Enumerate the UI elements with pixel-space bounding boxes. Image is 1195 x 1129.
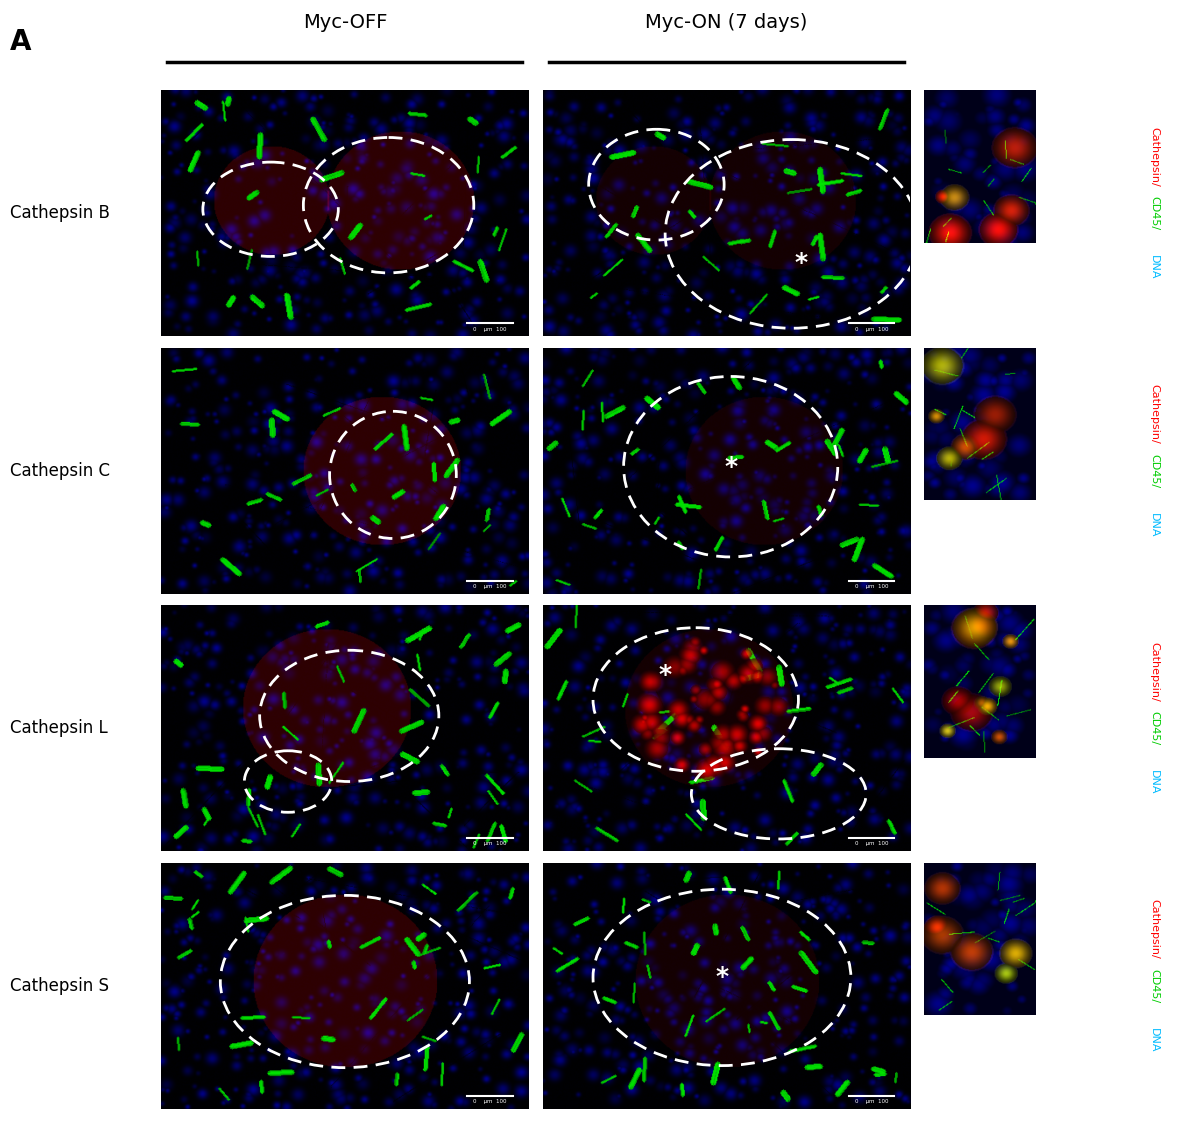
Text: DNA: DNA [1148, 255, 1159, 280]
Text: Myc-ON (7 days): Myc-ON (7 days) [645, 12, 808, 32]
Text: 0    µm  100: 0 µm 100 [854, 326, 888, 332]
Text: A: A [10, 28, 31, 56]
Text: 0    µm  100: 0 µm 100 [473, 1099, 507, 1104]
Text: CD45/: CD45/ [1148, 711, 1159, 745]
Text: CD45/: CD45/ [1148, 196, 1159, 230]
Text: 0    µm  100: 0 µm 100 [854, 841, 888, 847]
Text: 0    µm  100: 0 µm 100 [854, 1099, 888, 1104]
Text: 0    µm  100: 0 µm 100 [473, 841, 507, 847]
Text: CD45/: CD45/ [1148, 454, 1159, 488]
Text: Cathepsin/: Cathepsin/ [1148, 384, 1159, 444]
Text: DNA: DNA [1148, 770, 1159, 795]
Text: *: * [793, 251, 807, 274]
Text: Myc-OFF: Myc-OFF [302, 12, 387, 32]
Text: Cathepsin/: Cathepsin/ [1148, 899, 1159, 959]
Text: Cathepsin B: Cathepsin B [10, 204, 110, 222]
Text: *: * [716, 965, 729, 989]
Text: Cathepsin/: Cathepsin/ [1148, 641, 1159, 701]
Text: Cathepsin S: Cathepsin S [10, 977, 109, 995]
Text: Cathepsin C: Cathepsin C [10, 462, 110, 480]
Text: 0    µm  100: 0 µm 100 [473, 326, 507, 332]
Text: DNA: DNA [1148, 513, 1159, 537]
Text: DNA: DNA [1148, 1027, 1159, 1052]
Text: *: * [724, 455, 737, 479]
Text: 0    µm  100: 0 µm 100 [854, 584, 888, 589]
Text: CD45/: CD45/ [1148, 969, 1159, 1003]
Text: 0    µm  100: 0 µm 100 [473, 584, 507, 589]
Text: Cathepsin L: Cathepsin L [10, 719, 108, 737]
Text: *: * [658, 663, 672, 686]
Text: Cathepsin/: Cathepsin/ [1148, 126, 1159, 186]
